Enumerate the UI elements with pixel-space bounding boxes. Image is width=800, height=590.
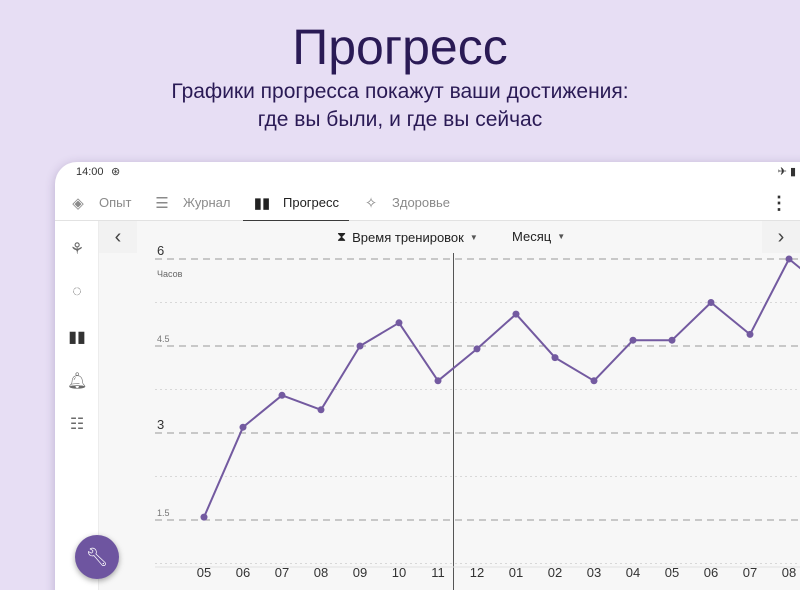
status-bar: 14:00 ⊛ ✈ ▮: [55, 162, 800, 184]
metric-label: Время тренировок: [352, 229, 464, 245]
x-tick-label: 07: [743, 565, 757, 580]
y-axis-label: Часов: [157, 269, 183, 279]
x-tick-label: 04: [626, 565, 640, 580]
prev-period-button[interactable]: ‹: [99, 221, 137, 253]
x-tick-label: 06: [236, 565, 250, 580]
sidebar: ⚘ ◌ ▮▮ 🔔︎ ☷: [55, 221, 99, 590]
data-point: [395, 319, 403, 327]
chart-controls: ‹ ⧗ Время тренировок ▼ Месяц ▼ ›: [99, 221, 800, 253]
tab-label: Здоровье: [392, 195, 451, 210]
x-tick-label: 11: [431, 565, 445, 580]
progress-chart: 1.534.56Часов201520160506070809101112010…: [155, 243, 800, 590]
data-point: [434, 377, 442, 385]
y-tick-label: 6: [157, 243, 164, 258]
bell-icon[interactable]: 🔔︎: [67, 373, 88, 390]
status-icons: ✈ ▮: [778, 165, 796, 178]
data-point: [200, 513, 208, 521]
data-point: [707, 299, 715, 306]
x-tick-label: 08: [782, 565, 796, 580]
tab-bar: ◈ Опыт ☰ Журнал ▮▮ Прогресс ✧ Здоровье ⋮: [55, 184, 800, 222]
data-point: [278, 391, 286, 399]
next-period-button[interactable]: ›: [762, 221, 800, 253]
settings-fab[interactable]: 🔧︎: [75, 535, 119, 579]
x-tick-label: 03: [587, 565, 601, 580]
tablet-screen: 14:00 ⊛ ✈ ▮ ◈ Опыт ☰ Журнал ▮▮ Прогресс …: [55, 162, 800, 590]
tab-progress[interactable]: ▮▮ Прогресс: [242, 184, 350, 222]
chevron-down-icon: ▼: [469, 232, 478, 242]
bar-chart-icon[interactable]: ▮▮: [68, 329, 86, 346]
hero-subtitle-line-1: Графики прогресса покажут ваши достижени…: [171, 80, 629, 103]
x-tick-label: 12: [470, 565, 484, 580]
x-tick-label: 02: [548, 565, 562, 580]
tab-health[interactable]: ✧ Здоровье: [362, 184, 450, 221]
lungs-icon[interactable]: ⚘: [69, 241, 85, 258]
data-point: [629, 336, 637, 344]
data-point: [551, 354, 559, 362]
data-point: [239, 423, 247, 431]
hero-subtitle: Графики прогресса покажут ваши достижени…: [0, 78, 800, 134]
x-tick-label: 01: [509, 565, 523, 580]
y-tick-label: 4.5: [157, 334, 170, 344]
data-point: [785, 255, 793, 263]
data-point: [317, 406, 325, 414]
y-tick-label: 3: [157, 417, 164, 432]
timer-icon[interactable]: ◌: [72, 283, 82, 300]
data-point: [746, 330, 754, 338]
x-tick-label: 10: [392, 565, 406, 580]
data-point: [356, 342, 364, 350]
compass-icon: ◈: [72, 194, 84, 212]
x-tick-label: 07: [275, 565, 289, 580]
data-point: [590, 377, 598, 385]
tab-experience[interactable]: ◈ Опыт: [69, 184, 131, 221]
hero-subtitle-line-2: где вы были, и где вы сейчас: [257, 108, 543, 131]
period-selector[interactable]: Месяц ▼: [512, 229, 565, 244]
wrench-icon: 🔧︎: [85, 546, 109, 567]
chart-area: ‹ ⧗ Время тренировок ▼ Месяц ▼ › 1.5 3 4.5…: [99, 221, 800, 590]
airplane-icon: ✈: [777, 166, 787, 178]
journal-icon: ☰: [155, 194, 169, 212]
tab-label: Журнал: [183, 195, 231, 210]
status-time: 14:00: [76, 166, 104, 178]
sliders-icon[interactable]: ☷: [69, 416, 85, 433]
bar-chart-icon: ▮▮: [253, 194, 271, 212]
x-tick-label: 05: [197, 565, 211, 580]
x-tick-label: 06: [704, 565, 718, 580]
hero-title: Прогресс: [292, 19, 508, 75]
chevron-down-icon: ▼: [557, 232, 566, 241]
x-tick-label: 05: [665, 565, 679, 580]
more-menu-icon[interactable]: ⋮: [770, 193, 788, 213]
x-tick-label: 09: [353, 565, 367, 580]
battery-icon: ▮: [789, 166, 796, 178]
sync-icon: ⊛: [111, 166, 121, 178]
data-point: [512, 310, 520, 318]
series-line: [203, 258, 800, 518]
hourglass-icon: ⧗: [337, 229, 347, 244]
x-tick-label: 08: [314, 565, 328, 580]
metric-selector[interactable]: ⧗ Время тренировок ▼: [337, 229, 478, 245]
period-label: Месяц: [512, 229, 552, 244]
tab-label: Прогресс: [283, 195, 340, 210]
data-point: [473, 345, 481, 353]
tab-journal[interactable]: ☰ Журнал: [153, 184, 230, 221]
health-icon: ✧: [364, 194, 378, 212]
y-tick-label: 1.5: [157, 508, 170, 518]
data-point: [668, 336, 676, 344]
tab-label: Опыт: [99, 195, 132, 210]
